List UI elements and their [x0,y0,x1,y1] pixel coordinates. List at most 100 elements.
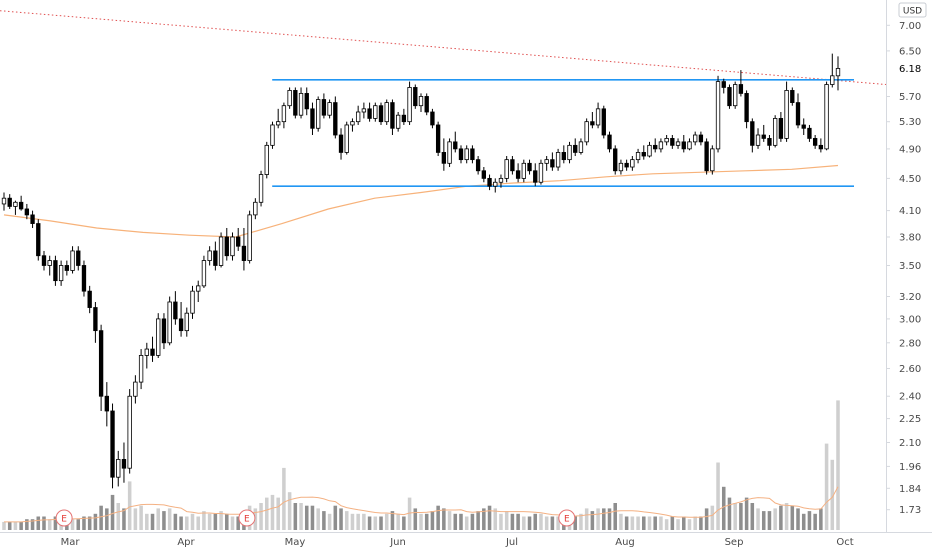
volume-bar [607,508,612,530]
candle-body [373,105,378,119]
candle [761,124,766,142]
candle [595,102,601,129]
candle-body [675,141,681,146]
volume-bar [156,508,160,530]
volume-bar [750,503,755,530]
candle [630,156,635,171]
candle [41,250,47,271]
volume-bar [384,513,389,530]
candle-body [81,265,87,292]
candle [270,121,275,149]
volume-bar [327,513,332,530]
candle [807,124,812,142]
candle [498,174,504,188]
candle-body [178,318,184,332]
candle [750,118,755,153]
candle-body [590,121,595,126]
volume-bar [76,519,81,530]
volume-bar [710,505,715,530]
candle [441,138,447,171]
candle-body [201,260,207,287]
candle-body [344,124,349,153]
candle-body [470,148,475,161]
candle [127,389,132,474]
volume-bar [190,513,195,530]
candle-body [264,144,269,175]
candle-body [641,152,646,157]
candle [156,313,161,358]
volume-bar [573,516,577,530]
volume-bar [550,516,555,530]
candle [310,102,315,136]
volume-bar [693,516,697,530]
candle-body [98,330,104,397]
volume-bar [813,513,817,530]
candle-body [184,312,189,332]
volume-bar [447,511,452,530]
candle [7,194,12,209]
volume-bar [322,511,326,530]
price-tick-label: 1.84 [899,484,921,495]
candle-body [647,144,652,157]
volume-bar [2,521,6,530]
candle [835,56,841,91]
candle-body [538,162,544,183]
candle-body [738,84,744,94]
earnings-marker-label: E [61,515,67,525]
volume-bar [310,505,315,530]
candle-body [727,87,732,107]
candle-body [418,96,424,107]
volume-bar [801,513,806,530]
candle-body [835,68,841,77]
candle-body [693,134,698,143]
candle [133,375,138,404]
candle [721,78,726,94]
candle [344,121,349,155]
candle [76,246,81,271]
candle-body [287,90,292,107]
currency-badge-box [898,2,927,18]
volume-bar [704,508,709,530]
volume-bar [459,513,463,530]
volume-bar [773,508,777,530]
candle [144,342,149,369]
volume-bar [344,511,349,530]
candle-body [41,255,47,266]
last-price-badge: 6.18 [890,61,930,75]
volume-bar [287,492,292,530]
candle-body [127,395,132,469]
candle [510,156,515,175]
candle [704,138,709,175]
volume-bar [807,511,812,530]
candle [241,227,247,271]
price-tick-label: 5.70 [899,92,921,103]
candle [772,115,778,148]
volume-bar [162,511,166,530]
candle [321,93,327,119]
candle [453,131,458,153]
candle [710,145,715,175]
volume-bar [270,494,275,530]
price-tick-label: 5.30 [899,117,921,128]
candle [755,128,761,149]
candle [647,141,652,158]
earnings-marker-circle [558,509,576,527]
candle [224,227,229,261]
volume-bar [36,516,41,530]
candle [578,138,584,155]
candle [778,112,784,142]
volume-bar [396,513,400,530]
volume-bar [339,508,343,530]
candle-body [407,87,412,123]
candle [173,291,178,325]
candle-body [527,162,532,172]
candle [276,108,281,129]
volume-bar [225,513,229,530]
candle-body [744,93,749,123]
candle-body [487,177,492,187]
candle [561,145,566,164]
volume-bar [744,497,749,530]
volume-bar [179,516,183,530]
candle-body [715,81,721,150]
